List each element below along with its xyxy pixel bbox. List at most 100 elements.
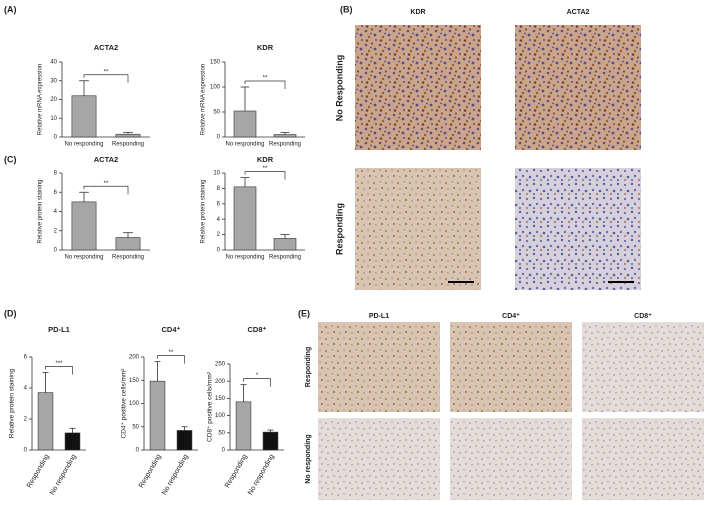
y-tick-label: 100	[215, 413, 226, 419]
y-tick-label: 0	[136, 448, 140, 454]
y-tick-label: 4	[217, 217, 221, 223]
bar	[115, 133, 141, 138]
y-tick-label: 4	[54, 209, 58, 215]
y-tick-label: 0	[24, 448, 28, 454]
column-label: ACTA2	[567, 9, 590, 16]
y-axis-label: Relative mRNA expression	[38, 64, 44, 135]
y-tick-label: 0	[54, 135, 58, 141]
image	[582, 418, 704, 500]
x-tick-label: Responding	[224, 453, 249, 489]
y-tick-label: 20	[50, 97, 57, 103]
image	[318, 322, 440, 412]
y-tick-label: 8	[54, 171, 58, 177]
bar	[233, 110, 257, 138]
y-tick-label: 150	[129, 378, 140, 384]
x-tick-label: No responding	[247, 453, 276, 496]
x-tick-label: Responding	[269, 142, 301, 148]
significance-bracket	[243, 378, 271, 387]
bar	[176, 430, 193, 451]
y-tick-label: 4	[24, 386, 28, 392]
y-tick-label: 0	[54, 248, 58, 254]
x-tick-label: No responding	[64, 142, 103, 148]
x-tick-label: No responding	[225, 142, 264, 148]
x-tick-label: No responding	[49, 453, 78, 496]
y-tick-label: 100	[210, 85, 221, 91]
y-tick-label: 6	[54, 190, 58, 196]
y-tick-label: 6	[24, 355, 28, 361]
bar	[37, 392, 54, 451]
histology-e	[318, 322, 704, 500]
bar	[262, 431, 279, 451]
y-tick-label: 0	[222, 448, 226, 454]
significance-bracket	[244, 171, 286, 180]
chart-title: CD4⁺	[162, 325, 181, 334]
y-axis-label: CD8⁺ positive cells/mm²	[207, 371, 214, 442]
y-axis-label: Relative mRNA expression	[201, 64, 207, 135]
y-tick-label: 6	[217, 201, 221, 207]
y-tick-label: 250	[215, 362, 226, 368]
bar	[233, 186, 257, 251]
column-label: PD-L1	[369, 313, 389, 320]
x-tick-label: Responding	[112, 255, 144, 261]
y-tick-label: 2	[24, 417, 28, 423]
chart-title: ACTA2	[94, 43, 118, 52]
y-tick-label: 2	[54, 228, 58, 234]
significance: **	[169, 350, 174, 356]
y-tick-label: 10	[213, 171, 220, 177]
image	[355, 168, 481, 290]
bar	[235, 401, 252, 451]
y-axis-label: CD4⁺ positive cells/mm²	[121, 368, 128, 439]
image	[582, 322, 704, 412]
chart-title: PD-L1	[48, 325, 70, 334]
column-label: CD8⁺	[634, 313, 652, 320]
y-tick-label: 30	[50, 78, 57, 84]
image	[318, 418, 440, 500]
significance: **	[104, 181, 109, 187]
panel-label: (E)	[298, 308, 310, 318]
chart-title: CD8⁺	[248, 325, 267, 334]
panel-label: (B)	[340, 4, 353, 14]
x-tick-label: Responding	[26, 453, 51, 489]
image	[450, 322, 572, 412]
x-tick-label: Responding	[112, 142, 144, 148]
column-label: CD4⁺	[502, 313, 520, 320]
y-tick-label: 40	[50, 60, 57, 66]
row-label: No responding	[305, 434, 312, 483]
y-tick-label: 200	[215, 379, 226, 385]
y-tick-label: 150	[215, 396, 226, 402]
bar	[71, 201, 97, 251]
chart-title: KDR	[257, 43, 274, 52]
significance-bracket	[83, 74, 129, 83]
bar	[115, 237, 141, 251]
x-tick-label: No responding	[225, 255, 264, 261]
bar	[273, 238, 297, 251]
y-tick-label: 100	[129, 401, 140, 407]
y-tick-label: 0	[217, 135, 221, 141]
y-tick-label: 10	[50, 116, 57, 122]
row-label: Responding	[334, 203, 344, 255]
significance-bracket	[244, 80, 286, 89]
histology-b	[355, 25, 641, 290]
image	[515, 168, 641, 290]
image	[515, 25, 641, 150]
y-axis-label: Relative protein staining	[201, 179, 207, 243]
row-label: No Responding	[334, 55, 344, 122]
significance-bracket	[45, 366, 73, 375]
y-axis-label: Relative protein staining	[9, 368, 16, 438]
significance-bracket	[157, 355, 185, 364]
image	[450, 418, 572, 500]
x-tick-label: No responding	[64, 255, 103, 261]
significance-bracket	[83, 185, 129, 195]
x-tick-label: Responding	[138, 453, 163, 489]
bar	[273, 134, 297, 138]
chart-title: ACTA2	[94, 155, 118, 164]
column-label: KDR	[410, 9, 425, 16]
y-tick-label: 2	[217, 232, 221, 238]
y-tick-label: 50	[132, 424, 139, 430]
bar	[149, 380, 166, 451]
image	[355, 25, 481, 150]
y-tick-label: 50	[218, 430, 225, 436]
significance: **	[263, 76, 268, 82]
bar	[64, 432, 81, 451]
